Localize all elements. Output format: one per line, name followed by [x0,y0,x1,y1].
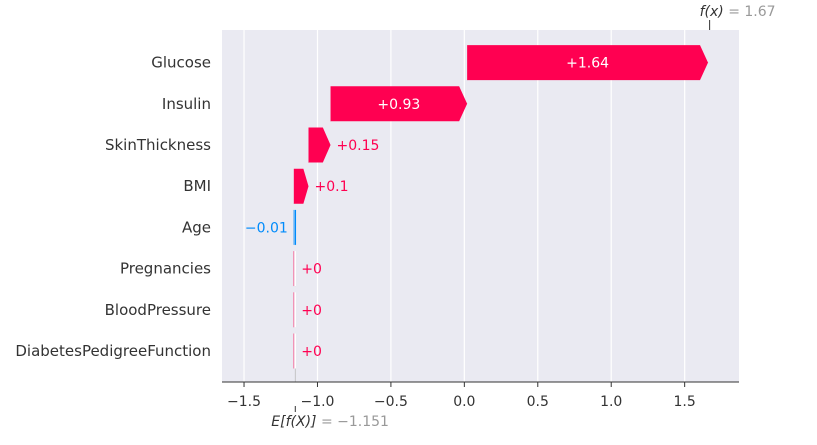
value-label-age: −0.01 [245,220,288,236]
base-value-label: E[f(X)] = −1.151 [271,414,389,430]
feature-label-glucose: Glucose [151,54,211,72]
feature-label-age: Age [182,218,211,236]
feature-labels: Glucose Insulin SkinThickness BMI Age Pregnan… [15,54,211,360]
x-tick-label: 0.5 [527,394,549,410]
x-tick-label: −1.0 [300,394,334,410]
x-tick-label: 1.0 [600,394,622,410]
feature-label-skinthickness: SkinThickness [105,136,211,154]
bars [293,45,709,369]
feature-label-bloodpressure: BloodPressure [105,301,211,319]
x-tick-label: 1.5 [674,394,696,410]
annotations: E[f(X)] = −1.151 f(x) = 1.67 [271,4,775,430]
feature-label-insulin: Insulin [162,95,211,113]
x-axis: −1.5 −1.0 −0.5 0.0 0.5 1.0 1.5 [222,381,739,410]
feature-label-pregnancies: Pregnancies [120,260,211,278]
feature-label-bmi: BMI [183,177,211,195]
feature-label-diabetespedigreefunction: DiabetesPedigreeFunction [15,342,211,360]
value-label-pregnancies: +0 [301,262,322,278]
x-tick-label: −1.5 [227,394,261,410]
output-value-label: f(x) = 1.67 [700,4,776,20]
x-tick-label: −0.5 [374,394,408,410]
bar-glucose [467,45,709,81]
value-label-bloodpressure: +0 [301,303,322,319]
x-tick-label: 0.0 [453,394,475,410]
value-label-diabetespedigreefunction: +0 [301,344,322,360]
bar-insulin [330,86,468,122]
value-label-insulin: +0.93 [377,97,420,113]
value-label-glucose: +1.64 [566,56,609,72]
value-label-skinthickness: +0.15 [337,138,380,154]
value-label-bmi: +0.1 [315,179,349,195]
bar-skinthickness [308,127,331,163]
plot-background [222,30,739,382]
value-labels: +1.64 +0.93 +0.15 +0.1 −0.01 +0 +0 +0 [245,56,609,360]
bar-bmi [293,168,309,204]
